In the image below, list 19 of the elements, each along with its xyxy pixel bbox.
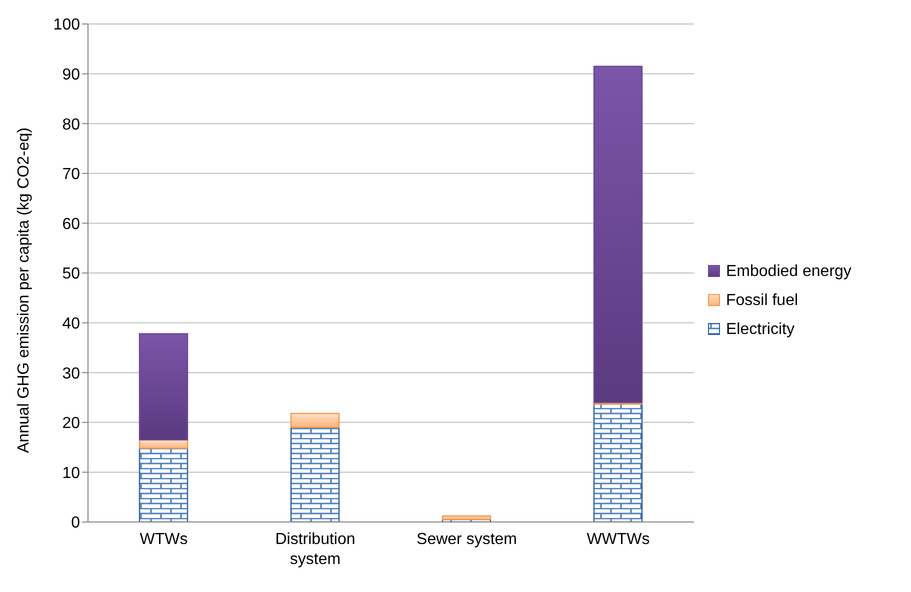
x-tick-label: Distribution system bbox=[275, 531, 356, 568]
y-tick-label: 50 bbox=[62, 266, 80, 283]
y-tick-label: 10 bbox=[62, 464, 80, 482]
y-axis-title: Annual GHG emission per capita (kg CO2-eq) bbox=[16, 128, 33, 453]
legend-label: Fossil fuel bbox=[726, 290, 798, 310]
y-tick-label: 90 bbox=[62, 66, 80, 84]
legend-label: Embodied energy bbox=[726, 262, 852, 282]
y-tick-label: 60 bbox=[62, 216, 80, 233]
y-tick-label: 80 bbox=[62, 116, 80, 134]
y-tick-label: 0 bbox=[71, 514, 80, 532]
y-tick-label: 100 bbox=[53, 16, 80, 34]
x-tick-label: Sewer system bbox=[416, 531, 517, 548]
y-tick-label: 70 bbox=[62, 166, 80, 184]
y-tick-label: 20 bbox=[62, 415, 80, 432]
x-tick-label: WWTWs bbox=[586, 531, 650, 548]
legend-label: Electricity bbox=[726, 320, 794, 340]
y-tick-label: 30 bbox=[62, 365, 80, 382]
x-tick-label: WTWs bbox=[140, 531, 188, 548]
y-tick-label: 40 bbox=[62, 315, 80, 332]
